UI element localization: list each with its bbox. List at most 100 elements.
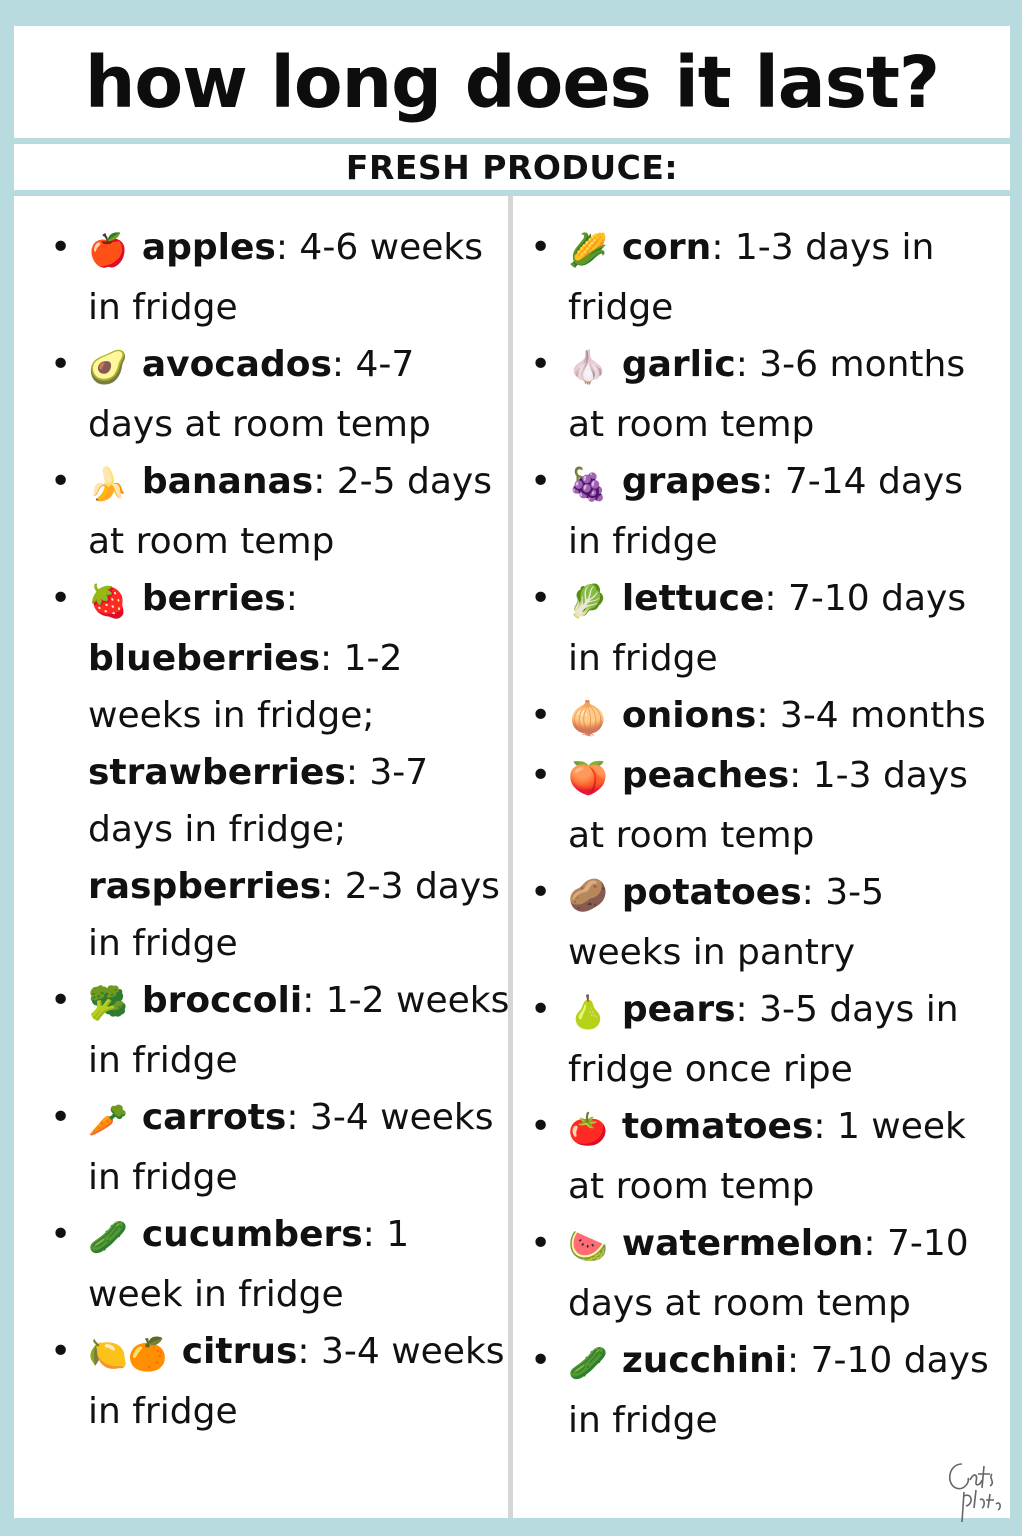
list-item: • 🥒 zucchini: 7-10 days in fridge bbox=[530, 1332, 1004, 1449]
storage-duration: : 7-10 days in fridge bbox=[568, 578, 967, 679]
produce-name: peaches bbox=[621, 755, 790, 796]
storage-duration: : 1-2 weeks in fridge bbox=[88, 980, 510, 1081]
produce-name: cucumbers bbox=[141, 1214, 363, 1255]
bullet-icon: • bbox=[530, 1340, 552, 1381]
bullet-icon: • bbox=[530, 755, 552, 796]
cucumber-icon: 🥒 bbox=[88, 1218, 128, 1256]
produce-name: watermelon bbox=[621, 1223, 864, 1264]
page-title: how long does it last? bbox=[84, 40, 940, 124]
berry-name: strawberries bbox=[88, 752, 346, 793]
produce-name: corn bbox=[621, 227, 712, 268]
storage-duration: : 3-6 months at room temp bbox=[568, 344, 966, 445]
avocado-icon: 🥑 bbox=[88, 348, 128, 386]
list-item: • 🧅 onions: 3-4 months bbox=[530, 687, 1004, 747]
garlic-icon: 🧄 bbox=[568, 348, 608, 386]
list-item: • 🍇 grapes: 7-14 days in fridge bbox=[530, 453, 1004, 570]
berry-name: raspberries bbox=[88, 866, 322, 907]
bullet-icon: • bbox=[530, 578, 552, 619]
list-item: • 🍐 pears: 3-5 days in fridge once ripe bbox=[530, 981, 1004, 1098]
bullet-icon: • bbox=[50, 1097, 72, 1138]
storage-duration: : 7-10 days in fridge bbox=[568, 1340, 989, 1441]
storage-duration: : 7-14 days in fridge bbox=[568, 461, 963, 562]
storage-duration: : 2-5 days at room temp bbox=[88, 461, 492, 562]
list-item: • 🍎 apples: 4-6 weeks in fridge bbox=[50, 219, 510, 336]
bullet-icon: • bbox=[50, 578, 72, 619]
apple-icon: 🍎 bbox=[88, 231, 128, 269]
bullet-icon: • bbox=[530, 989, 552, 1030]
bullet-icon: • bbox=[530, 344, 552, 385]
peach-icon: 🍑 bbox=[568, 759, 608, 797]
produce-name: citrus bbox=[181, 1331, 298, 1372]
storage-duration: : 3-4 weeks in fridge bbox=[88, 1097, 494, 1198]
produce-name: zucchini bbox=[621, 1340, 788, 1381]
onion-icon: 🧅 bbox=[568, 699, 608, 737]
zucchini-icon: 🥒 bbox=[568, 1344, 608, 1382]
bullet-icon: • bbox=[530, 1106, 552, 1147]
produce-name: tomatoes bbox=[621, 1106, 814, 1147]
produce-name: garlic bbox=[621, 344, 736, 385]
storage-duration: : 1-3 days in fridge bbox=[568, 227, 935, 328]
pear-icon: 🍐 bbox=[568, 993, 608, 1031]
bullet-icon: • bbox=[50, 227, 72, 268]
produce-name: bananas bbox=[141, 461, 314, 502]
list-item: • 🥔 potatoes: 3-5 weeks in pantry bbox=[530, 864, 1004, 981]
potato-icon: 🥔 bbox=[568, 876, 608, 914]
caits-plate-signature-logo bbox=[949, 1463, 1001, 1523]
storage-duration: : 1-3 days at room temp bbox=[568, 755, 968, 856]
tomato-icon: 🍅 bbox=[568, 1110, 608, 1148]
list-item: • 🧄 garlic: 3-6 months at room temp bbox=[530, 336, 1004, 453]
list-item: • 🥬 lettuce: 7-10 days in fridge bbox=[530, 570, 1004, 687]
storage-duration: : 7-10 days at room temp bbox=[568, 1223, 969, 1324]
list-item: • 🌽 corn: 1-3 days in fridge bbox=[530, 219, 1004, 336]
produce-name: broccoli bbox=[141, 980, 303, 1021]
bullet-icon: • bbox=[530, 872, 552, 913]
berry-duration: : 2-3 days in fridge bbox=[88, 866, 500, 964]
bullet-icon: • bbox=[530, 227, 552, 268]
section-subtitle: FRESH PRODUCE: bbox=[345, 147, 679, 187]
produce-name: lettuce bbox=[621, 578, 765, 619]
title-banner: how long does it last? bbox=[14, 26, 1010, 138]
bullet-icon: • bbox=[50, 461, 72, 502]
bullet-icon: • bbox=[50, 1331, 72, 1372]
produce-name: pears bbox=[621, 989, 736, 1030]
watermelon-icon: 🍉 bbox=[568, 1227, 608, 1265]
list-item: • 🥒 cucumbers: 1 week in fridge bbox=[50, 1206, 510, 1323]
produce-name: grapes bbox=[621, 461, 762, 502]
storage-duration: : 3-5 days in fridge once ripe bbox=[568, 989, 959, 1090]
list-item: • 🍉 watermelon: 7-10 days at room temp bbox=[530, 1215, 1004, 1332]
storage-duration: : 3-5 weeks in pantry bbox=[568, 872, 885, 973]
storage-duration: : bbox=[285, 578, 298, 619]
produce-name: berries bbox=[141, 578, 286, 619]
list-item: • 🍋🍊 citrus: 3-4 weeks in fridge bbox=[50, 1323, 510, 1440]
citrus-icon: 🍋🍊 bbox=[88, 1335, 168, 1373]
right-produce-list: • 🌽 corn: 1-3 days in fridge • 🧄 garlic: 3-6 … bbox=[530, 219, 1004, 1449]
banana-icon: 🍌 bbox=[88, 465, 128, 503]
carrot-icon: 🥕 bbox=[88, 1101, 128, 1139]
storage-duration: : 4-6 weeks in fridge bbox=[88, 227, 484, 328]
list-item: • 🍓 berries: blueberries: 1-2 weeks in fri… bbox=[50, 570, 510, 972]
list-item: • 🍑 peaches: 1-3 days at room temp bbox=[530, 747, 1004, 864]
strawberry-icon: 🍓 bbox=[88, 582, 128, 620]
list-item: • 🥑 avocados: 4-7 days at room temp bbox=[50, 336, 510, 453]
produce-name: apples bbox=[141, 227, 276, 268]
bullet-icon: • bbox=[530, 1223, 552, 1264]
storage-duration: : 1 week at room temp bbox=[568, 1106, 966, 1207]
storage-duration: : 3-4 months bbox=[756, 695, 986, 736]
berry-name: blueberries bbox=[88, 638, 321, 679]
berry-duration: : 1-2 weeks in fridge; bbox=[88, 638, 403, 736]
produce-name: carrots bbox=[141, 1097, 287, 1138]
storage-duration: : 3-4 weeks in fridge bbox=[88, 1331, 505, 1432]
list-item: • 🥕 carrots: 3-4 weeks in fridge bbox=[50, 1089, 510, 1206]
produce-name: potatoes bbox=[621, 872, 802, 913]
list-item: • 🍅 tomatoes: 1 week at room temp bbox=[530, 1098, 1004, 1215]
bullet-icon: • bbox=[50, 980, 72, 1021]
list-item: • 🥦 broccoli: 1-2 weeks in fridge bbox=[50, 972, 510, 1089]
bullet-icon: • bbox=[530, 461, 552, 502]
produce-name: avocados bbox=[141, 344, 332, 385]
list-item: • 🍌 bananas: 2-5 days at room temp bbox=[50, 453, 510, 570]
grapes-icon: 🍇 bbox=[568, 465, 608, 503]
bullet-icon: • bbox=[50, 344, 72, 385]
bullet-icon: • bbox=[50, 1214, 72, 1255]
produce-name: onions bbox=[621, 695, 757, 736]
produce-panel: • 🍎 apples: 4-6 weeks in fridge • 🥑 avocados:… bbox=[14, 196, 1010, 1518]
